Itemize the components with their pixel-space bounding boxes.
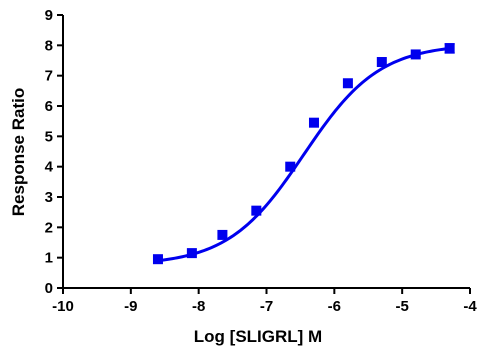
data-point — [411, 49, 421, 59]
y-tick-label: 2 — [45, 219, 53, 236]
data-point — [187, 248, 197, 258]
data-point — [217, 230, 227, 240]
data-point — [285, 162, 295, 172]
x-tick-label: -5 — [395, 298, 408, 315]
y-tick-label: 4 — [45, 159, 54, 176]
fit-curve-layer — [158, 48, 450, 260]
x-tick-label: -7 — [260, 298, 273, 315]
data-point — [445, 43, 455, 53]
y-tick-label: 6 — [45, 98, 53, 115]
x-axis-title: Log [SLIGRL] M — [194, 327, 322, 346]
y-tick-label: 0 — [45, 280, 53, 297]
data-point — [309, 118, 319, 128]
y-tick-label: 5 — [45, 128, 53, 145]
y-tick-label: 7 — [45, 68, 53, 85]
data-point — [153, 254, 163, 264]
y-axis-title: Response Ratio — [9, 88, 28, 216]
y-tick-label: 3 — [45, 189, 53, 206]
data-point — [377, 57, 387, 67]
y-tick-label: 1 — [45, 250, 53, 267]
x-tick-label: -8 — [192, 298, 205, 315]
y-tick-label: 8 — [45, 37, 53, 54]
data-point — [251, 206, 261, 216]
x-tick-label: -9 — [124, 298, 137, 315]
data-point — [343, 78, 353, 88]
y-tick-label: 9 — [45, 7, 53, 24]
x-tick-label: -10 — [52, 298, 74, 315]
fit-curve — [158, 48, 450, 260]
x-tick-label: -6 — [328, 298, 341, 315]
x-tick-label: -4 — [463, 298, 477, 315]
